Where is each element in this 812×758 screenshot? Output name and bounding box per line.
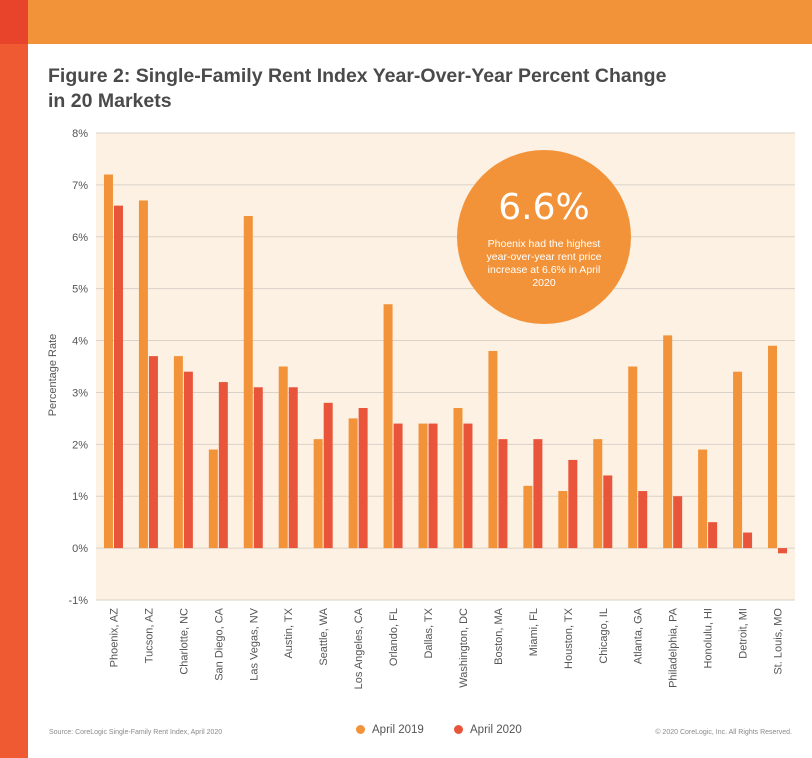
- x-tick-label: Tucson, AZ: [143, 608, 155, 664]
- y-tick-label: -1%: [68, 595, 88, 607]
- callout-text: Phoenix had the highest year-over-year r…: [486, 238, 602, 289]
- y-axis-label: Percentage Rate: [47, 334, 59, 417]
- bar-april-2020: [533, 439, 543, 549]
- x-tick-label: Las Vegas, NV: [248, 607, 260, 680]
- bar-april-2019: [208, 449, 218, 549]
- bar-april-2019: [418, 423, 428, 549]
- legend-item-april-2020: April 2020: [454, 724, 522, 736]
- x-tick-label: Los Angeles, CA: [353, 607, 365, 689]
- x-tick-label: Phoenix, AZ: [108, 608, 120, 668]
- bar-april-2020: [288, 387, 298, 549]
- header-accent-bar: [0, 0, 812, 44]
- legend-label-april-2019: April 2019: [372, 724, 424, 736]
- header-corner-block: [0, 0, 28, 44]
- x-tick-label: Miami, FL: [528, 608, 540, 656]
- x-tick-label: Washington, DC: [458, 608, 470, 688]
- x-tick-label: Boston, MA: [493, 607, 505, 665]
- y-tick-label: 5%: [72, 284, 88, 296]
- bar-april-2020: [393, 423, 403, 549]
- bar-april-2020: [323, 402, 333, 549]
- y-tick-label: 4%: [72, 336, 88, 348]
- legend-label-april-2020: April 2020: [470, 724, 522, 736]
- x-tick-label: Orlando, FL: [388, 608, 400, 666]
- source-note: Source: CoreLogic Single-Family Rent Ind…: [49, 729, 223, 736]
- highlight-callout: 6.6% Phoenix had the highest year-over-y…: [457, 150, 631, 324]
- bar-april-2019: [698, 449, 708, 549]
- y-tick-label: 1%: [72, 491, 88, 503]
- bar-april-2019: [453, 408, 463, 549]
- bar-april-2020: [113, 205, 123, 549]
- copyright-note: © 2020 CoreLogic, Inc. All Rights Reserv…: [655, 729, 792, 736]
- bar-april-2019: [243, 216, 253, 549]
- x-tick-label: Honolulu, HI: [703, 608, 715, 669]
- bar-april-2020: [183, 371, 193, 549]
- bar-april-2020: [673, 496, 683, 549]
- x-tick-label: Austin, TX: [283, 607, 295, 658]
- bars: [103, 174, 788, 554]
- bar-april-2020: [778, 548, 788, 554]
- x-tick-label: Houston, TX: [563, 607, 575, 669]
- bar-april-2019: [278, 366, 288, 549]
- bar-april-2019: [558, 491, 568, 549]
- bar-april-2020: [463, 423, 473, 549]
- bar-april-2019: [523, 485, 533, 549]
- bar-april-2019: [628, 366, 638, 549]
- bar-april-2019: [593, 439, 603, 549]
- bar-april-2020: [568, 459, 578, 549]
- legend-swatch-april-2019: [356, 725, 365, 734]
- bar-april-2020: [708, 522, 718, 549]
- chart-title: Figure 2: Single-Family Rent Index Year-…: [48, 65, 667, 112]
- x-tick-label: San Diego, CA: [213, 607, 225, 680]
- bar-april-2020: [498, 439, 508, 549]
- x-tick-label: Dallas, TX: [423, 607, 435, 658]
- bar-april-2019: [383, 304, 393, 549]
- y-tick-label: 6%: [72, 232, 88, 244]
- x-tick-label: Chicago, IL: [598, 608, 610, 664]
- bar-april-2020: [253, 387, 263, 549]
- y-tick-label: 3%: [72, 387, 88, 399]
- x-tick-label: Atlanta, GA: [633, 607, 645, 664]
- x-tick-label: St. Louis, MO: [773, 608, 785, 675]
- bar-april-2019: [768, 345, 778, 549]
- bar-april-2019: [173, 356, 183, 549]
- legend-item-april-2019: April 2019: [356, 724, 424, 736]
- bar-april-2019: [348, 418, 358, 549]
- x-tick-label: Detroit, MI: [738, 608, 750, 659]
- y-tick-label: 2%: [72, 439, 88, 451]
- bar-april-2019: [138, 200, 148, 549]
- y-tick-label: 7%: [72, 180, 88, 192]
- bar-april-2020: [358, 408, 368, 549]
- x-tick-label: Philadelphia, PA: [668, 607, 680, 688]
- x-axis-ticks: Phoenix, AZ Tucson, AZ Charlotte, NC San Di…: [108, 607, 784, 689]
- side-accent-bar: [0, 44, 28, 758]
- bar-april-2020: [218, 382, 228, 549]
- bar-april-2020: [638, 491, 648, 549]
- bar-april-2020: [428, 423, 438, 549]
- x-tick-label: Seattle, WA: [318, 607, 330, 665]
- bar-april-2019: [663, 335, 673, 549]
- bar-april-2019: [103, 174, 113, 549]
- bar-april-2019: [313, 439, 323, 549]
- bar-april-2019: [488, 350, 498, 549]
- x-tick-label: Charlotte, NC: [178, 608, 190, 675]
- y-axis-ticks: -1% 0% 1% 2% 3% 4% 5% 6% 7% 8%: [68, 128, 88, 607]
- y-tick-label: 8%: [72, 128, 88, 140]
- plot-area: [96, 133, 795, 600]
- bar-april-2019: [733, 371, 743, 549]
- bar-april-2020: [148, 356, 158, 549]
- bar-april-2020: [743, 532, 753, 549]
- y-tick-label: 0%: [72, 543, 88, 555]
- callout-value: 6.6%: [498, 187, 590, 228]
- bar-april-2020: [603, 475, 613, 549]
- legend-swatch-april-2020: [454, 725, 463, 734]
